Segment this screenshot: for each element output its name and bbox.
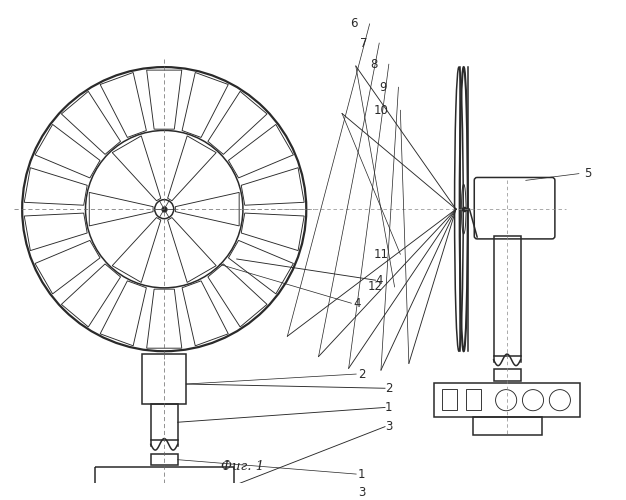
Text: 11: 11 [374,248,389,261]
Bar [151,404,178,440]
Text: 1: 1 [385,401,393,414]
Text: 3: 3 [358,486,366,499]
Bar [434,383,580,418]
Text: 5: 5 [583,167,591,180]
Bar [442,388,457,410]
Bar [142,354,187,404]
Text: 3: 3 [385,420,393,433]
Text: 12: 12 [368,280,383,293]
Text: 9: 9 [379,80,387,94]
Text: 4: 4 [353,296,361,310]
Text: 10: 10 [374,104,389,117]
Text: 2: 2 [358,368,366,380]
Bar [151,454,178,466]
Bar [494,370,521,381]
Text: 4: 4 [376,274,383,286]
Text: 2: 2 [385,382,393,395]
Text: Фиг. 1: Фиг. 1 [222,460,265,473]
Text: 8: 8 [370,58,377,70]
Bar [466,388,481,410]
Bar [95,468,233,500]
Bar [473,418,541,434]
Bar [494,236,521,356]
Text: 7: 7 [360,36,367,50]
Circle shape [155,200,174,218]
Text: 6: 6 [351,18,358,30]
Text: 1: 1 [358,468,366,480]
